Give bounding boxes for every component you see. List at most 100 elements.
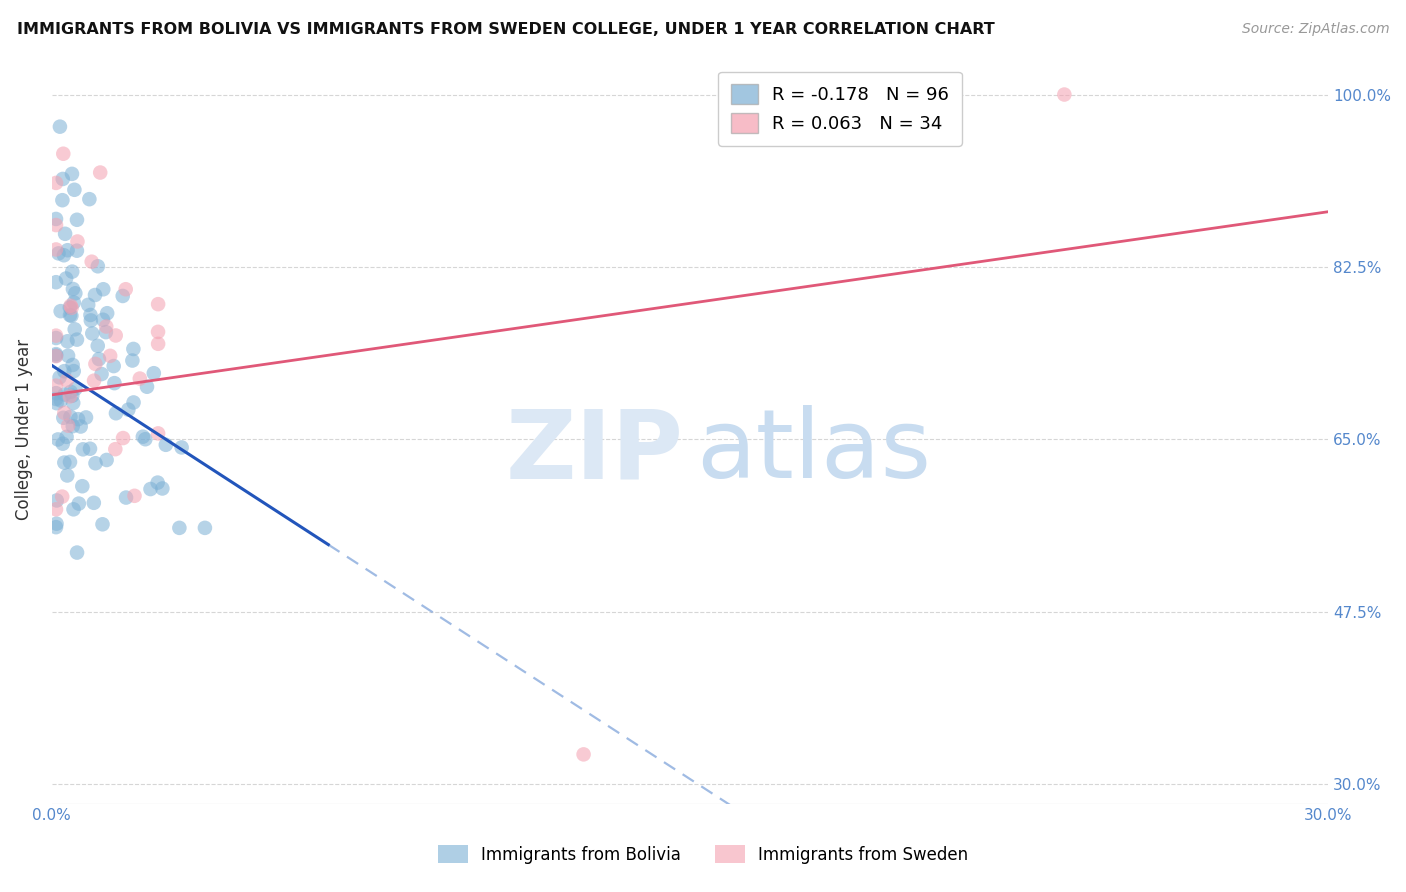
Legend: Immigrants from Bolivia, Immigrants from Sweden: Immigrants from Bolivia, Immigrants from… [432,838,974,871]
Point [51,193,73,207]
Point [194,521,217,535]
Text: atlas: atlas [696,405,931,499]
Point [146,325,169,339]
Point [45,493,67,508]
Point [80,254,103,268]
Point [104,328,127,343]
Point [67,412,90,426]
Point [60,301,83,315]
Point [45,516,67,531]
Point [90,367,112,381]
Point [96,453,118,467]
Point [122,395,145,409]
Point [52,248,75,262]
Point [55,430,77,444]
Point [56,373,79,387]
Point [96,319,118,334]
Text: ZIP: ZIP [506,405,683,499]
Point [146,297,169,311]
Point [56,468,79,483]
Point [139,482,162,496]
Point [45,211,67,226]
Point [60,167,83,181]
Y-axis label: College, Under 1 year: College, Under 1 year [15,339,32,520]
Point [53,456,76,470]
Point [45,243,67,257]
Point [66,333,89,347]
Point [45,331,67,345]
Point [45,392,67,406]
Point [45,520,67,534]
Point [146,426,169,441]
Point [53,406,76,420]
Point [115,491,138,505]
Point [79,308,101,322]
Point [79,192,101,206]
Point [49,304,72,318]
Point [56,418,79,433]
Point [66,244,89,258]
Point [63,322,86,336]
Point [59,308,82,322]
Point [63,183,86,197]
Point [59,389,82,403]
Point [45,349,67,363]
Point [66,545,89,559]
Point [56,334,79,349]
Point [146,475,169,490]
Point [80,313,103,327]
Point [49,393,72,408]
Point [52,172,75,186]
Point [124,489,146,503]
Point [45,349,67,363]
Point [170,441,193,455]
Point [91,282,114,296]
Point [72,442,94,457]
Point [66,235,89,249]
Point [62,502,84,516]
Point [60,389,83,403]
Point [82,326,104,341]
Point [45,275,67,289]
Point [59,409,82,424]
Point [62,364,84,378]
Point [142,366,165,380]
Point [51,490,73,504]
Point [69,419,91,434]
Text: Source: ZipAtlas.com: Source: ZipAtlas.com [1241,22,1389,37]
Point [75,410,97,425]
Point [45,218,67,232]
Point [103,376,125,391]
Point [111,289,134,303]
Point [83,374,105,388]
Point [63,295,86,310]
Point [59,455,82,469]
Point [52,146,75,161]
Point [132,430,155,444]
Point [45,378,67,392]
Point [79,442,101,456]
Point [48,246,70,260]
Point [155,438,177,452]
Point [56,244,79,258]
Point [45,386,67,401]
Point [103,359,125,373]
Point [94,325,117,339]
Point [45,176,67,190]
Point [84,456,107,470]
Point [60,265,83,279]
Point [91,517,114,532]
Point [45,396,67,410]
Point [121,353,143,368]
Point [67,497,90,511]
Point [128,371,150,385]
Point [77,298,100,312]
Point [98,349,121,363]
Point [49,120,72,134]
Point [65,286,87,301]
Point [48,370,70,384]
Point [112,431,135,445]
Point [53,364,76,378]
Point [122,342,145,356]
Point [60,309,83,323]
